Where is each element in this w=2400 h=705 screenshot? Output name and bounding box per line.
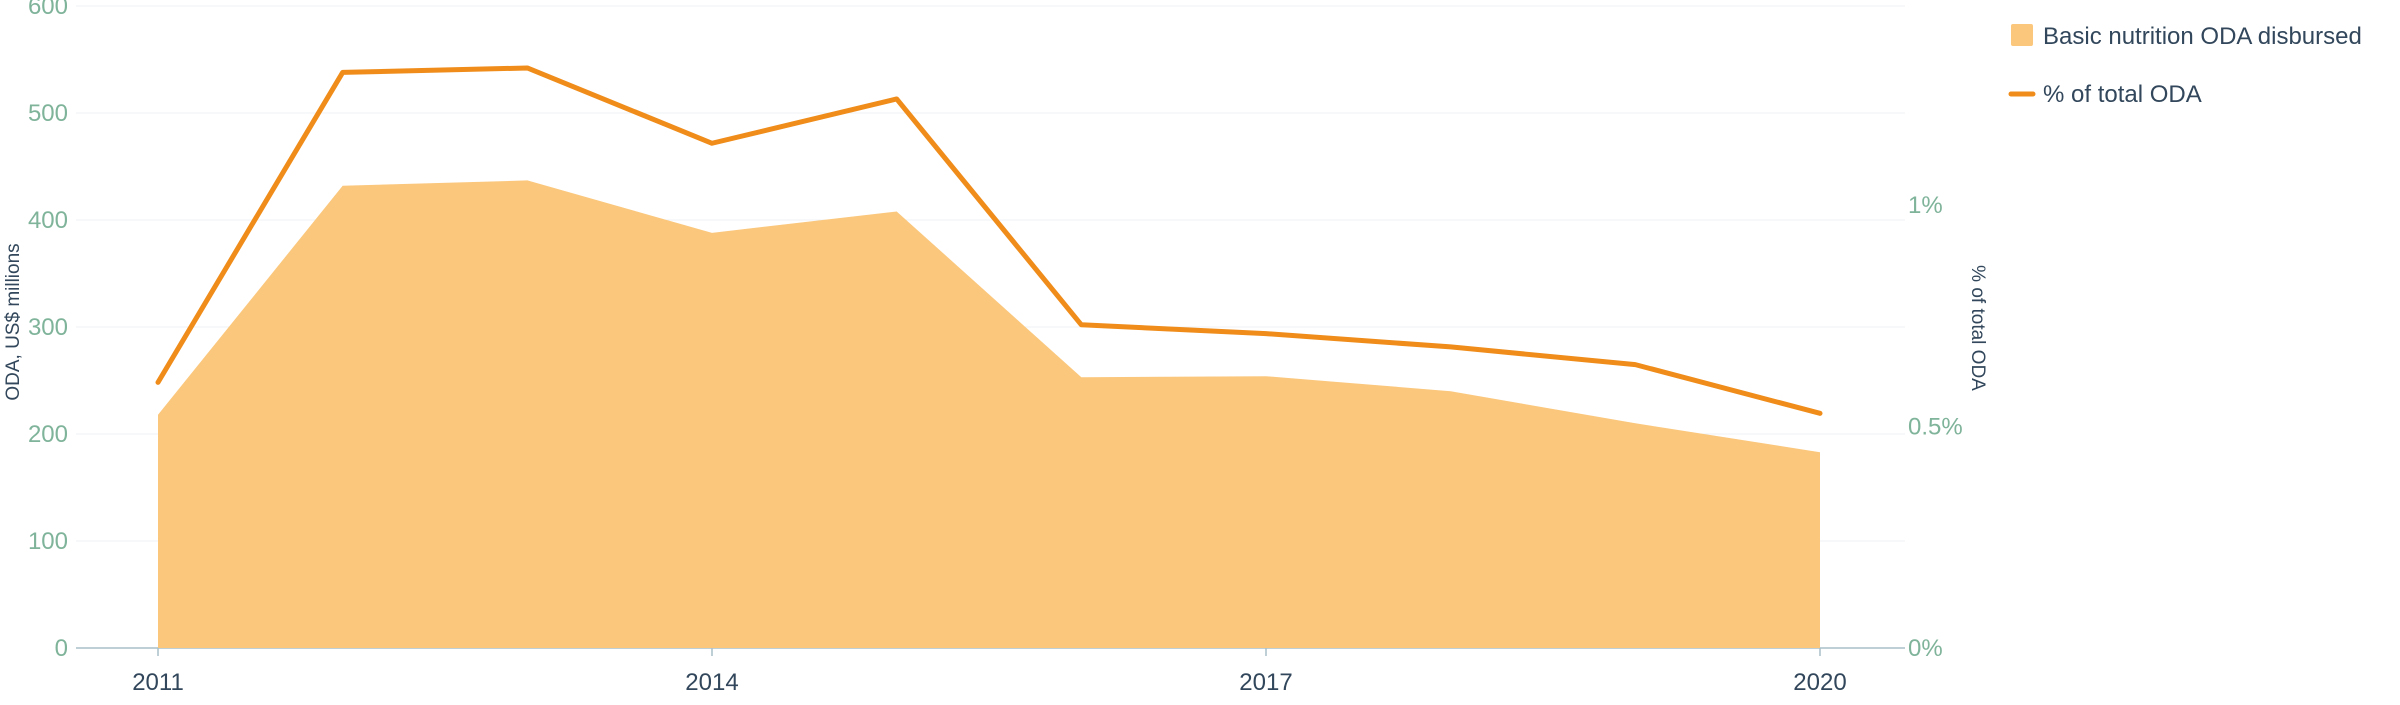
- legend-swatch-area: [2011, 24, 2033, 46]
- legend-item-area[interactable]: Basic nutrition ODA disbursed: [2011, 23, 2362, 50]
- line-point[interactable]: [156, 380, 161, 385]
- x-axis-tick-label: 2011: [132, 669, 184, 696]
- left-axis-tick-label: 100: [28, 528, 68, 555]
- right-axis-tick-label: 0.5%: [1908, 414, 1963, 441]
- legend-label-line: % of total ODA: [2043, 81, 2202, 108]
- x-axis-tick-label: 2014: [685, 669, 738, 696]
- area-point[interactable]: [156, 413, 160, 417]
- x-axis-tick-label: 2020: [1793, 669, 1846, 696]
- x-axis-tick-label: 2017: [1239, 669, 1292, 696]
- line-point[interactable]: [1633, 362, 1638, 367]
- area-point[interactable]: [1818, 450, 1822, 454]
- line-point[interactable]: [340, 70, 345, 75]
- right-axis-title: % of total ODA: [1967, 265, 1988, 391]
- area-point[interactable]: [525, 178, 529, 182]
- area-point[interactable]: [1449, 389, 1453, 393]
- area-point[interactable]: [895, 209, 899, 213]
- axis-layer: 0 100 200 300 400 500 600 0% 0.5% 1% 2011 2014 2017 2…: [28, 0, 1963, 696]
- line-point[interactable]: [1448, 344, 1453, 349]
- right-axis-tick-label: 1%: [1908, 192, 1943, 219]
- line-point[interactable]: [1264, 331, 1269, 336]
- legend-label-area: Basic nutrition ODA disbursed: [2043, 23, 2362, 50]
- left-axis-tick-label: 400: [28, 207, 68, 234]
- left-axis-tick-label: 500: [28, 100, 68, 127]
- area-point[interactable]: [1264, 374, 1268, 378]
- line-point[interactable]: [1818, 411, 1823, 416]
- area-point[interactable]: [1633, 421, 1637, 425]
- left-axis-tick-label: 300: [28, 314, 68, 341]
- area-series-basic-nutrition-oda: [158, 180, 1820, 648]
- left-axis-tick-label: 200: [28, 421, 68, 448]
- line-point[interactable]: [894, 96, 899, 101]
- line-series-percent-total-oda: [155, 65, 1823, 416]
- left-axis-tick-label: 600: [28, 0, 68, 20]
- line-point[interactable]: [1079, 322, 1084, 327]
- right-axis-tick-label: 0%: [1908, 635, 1943, 662]
- line-point[interactable]: [525, 65, 530, 70]
- area-point[interactable]: [1079, 375, 1083, 379]
- area-point[interactable]: [341, 184, 345, 188]
- area-layer: [156, 178, 1822, 648]
- left-axis-title: ODA, US$ millions: [3, 243, 24, 400]
- legend-item-line[interactable]: % of total ODA: [2008, 81, 2202, 108]
- line-point[interactable]: [710, 141, 715, 146]
- line-layer: [155, 65, 1823, 416]
- area-point[interactable]: [710, 231, 714, 235]
- left-axis-tick-label: 0: [55, 635, 68, 662]
- legend: Basic nutrition ODA disbursed % of total…: [2008, 23, 2362, 108]
